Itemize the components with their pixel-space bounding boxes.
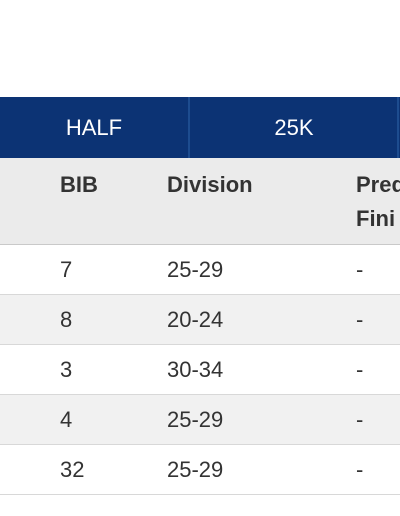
predicted-finish-cell: -	[356, 307, 364, 332]
tab-half-label: HALF	[65, 114, 123, 140]
table-row[interactable]: 32 25-29 -	[0, 445, 400, 495]
tab-25k-label: 25K	[274, 114, 314, 140]
distance-tab-bar: HALF 25K	[0, 97, 400, 158]
tab-divider	[188, 97, 190, 158]
division-cell: 25-29	[167, 407, 224, 432]
division-cell: 30-34	[167, 357, 224, 382]
bib-cell: 8	[60, 307, 73, 332]
predicted-finish-cell: -	[356, 457, 364, 482]
tab-25k[interactable]: 25K	[190, 97, 398, 158]
tab-divider	[397, 97, 399, 158]
column-header-division[interactable]: Division	[167, 172, 253, 197]
column-header-predicted-finish[interactable]: Pred Fini	[356, 168, 400, 236]
bib-cell: 32	[60, 457, 85, 482]
table-row[interactable]: 3 30-34 -	[0, 345, 400, 395]
division-cell: 25-29	[167, 257, 224, 282]
table-row[interactable]: 7 25-29 -	[0, 245, 400, 295]
bib-cell: 3	[60, 357, 73, 382]
bib-cell: 4	[60, 407, 73, 432]
table-row[interactable]: 4 25-29 -	[0, 395, 400, 445]
division-cell: 25-29	[167, 457, 224, 482]
predicted-finish-cell: -	[356, 407, 364, 432]
table-row[interactable]: 8 20-24 -	[0, 295, 400, 345]
column-header-predicted-line2: Fini	[356, 206, 396, 231]
predicted-finish-cell: -	[356, 357, 364, 382]
results-table-header: BIB Division Pred Fini	[0, 158, 400, 245]
predicted-finish-cell: -	[356, 257, 364, 282]
tab-half[interactable]: HALF	[0, 97, 188, 158]
division-cell: 20-24	[167, 307, 224, 332]
bib-cell: 7	[60, 257, 73, 282]
column-header-predicted-line1: Pred	[356, 172, 400, 197]
column-header-bib[interactable]: BIB	[60, 172, 98, 197]
